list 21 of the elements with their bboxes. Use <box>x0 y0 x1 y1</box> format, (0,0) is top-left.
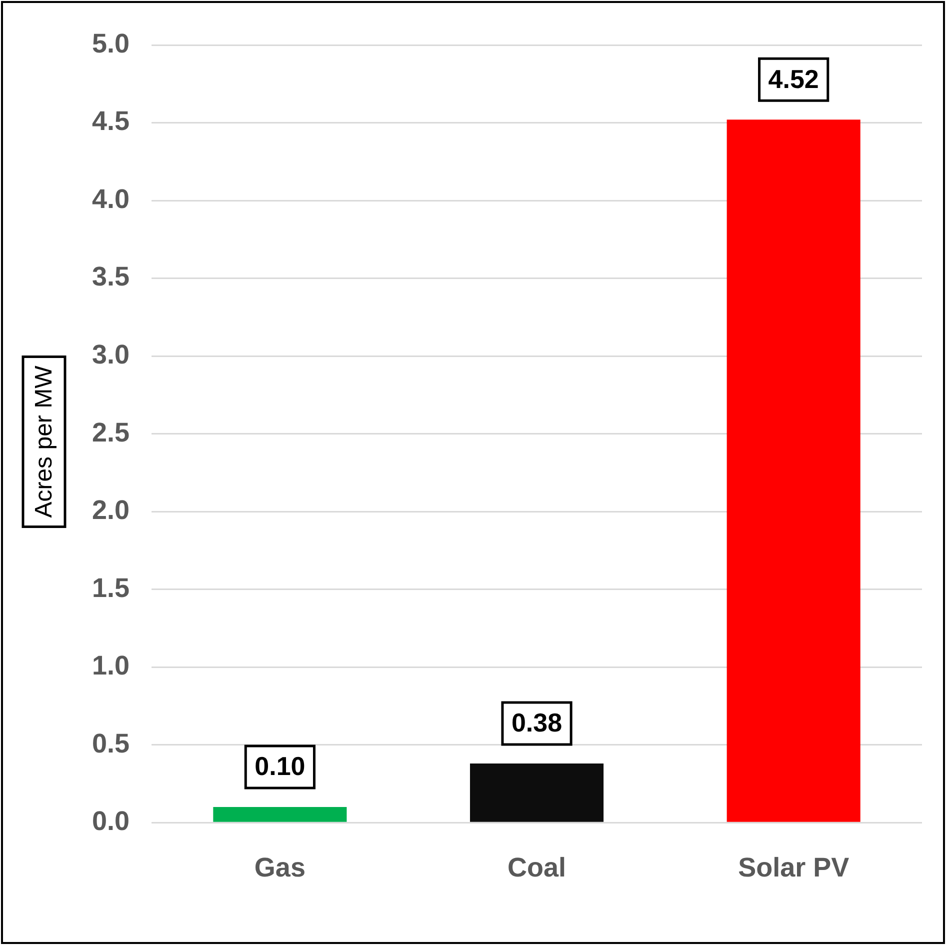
y-tick-label: 4.0 <box>92 184 130 214</box>
y-tick-label: 4.5 <box>92 106 130 136</box>
y-tick-label: 0.0 <box>92 806 130 836</box>
bar <box>726 120 860 822</box>
data-label: 0.38 <box>511 708 562 738</box>
x-tick-label: Solar PV <box>738 852 850 882</box>
y-tick-label: 2.0 <box>92 495 130 526</box>
bar <box>470 764 604 822</box>
data-label: 4.52 <box>768 64 819 94</box>
y-tick-label: 1.5 <box>92 572 130 603</box>
bar <box>213 807 347 822</box>
y-tick-label: 1.0 <box>92 650 130 681</box>
y-tick-label: 3.0 <box>92 339 130 370</box>
y-tick-label: 3.5 <box>92 262 130 292</box>
x-tick-label: Coal <box>508 852 566 882</box>
y-tick-label: 0.5 <box>92 728 130 758</box>
y-tick-label: 5.0 <box>92 28 130 58</box>
x-tick-label: Gas <box>254 852 306 882</box>
data-label: 0.10 <box>254 751 306 782</box>
y-tick-label: 2.5 <box>92 417 130 448</box>
y-axis-title: Acres per MW <box>30 365 58 518</box>
